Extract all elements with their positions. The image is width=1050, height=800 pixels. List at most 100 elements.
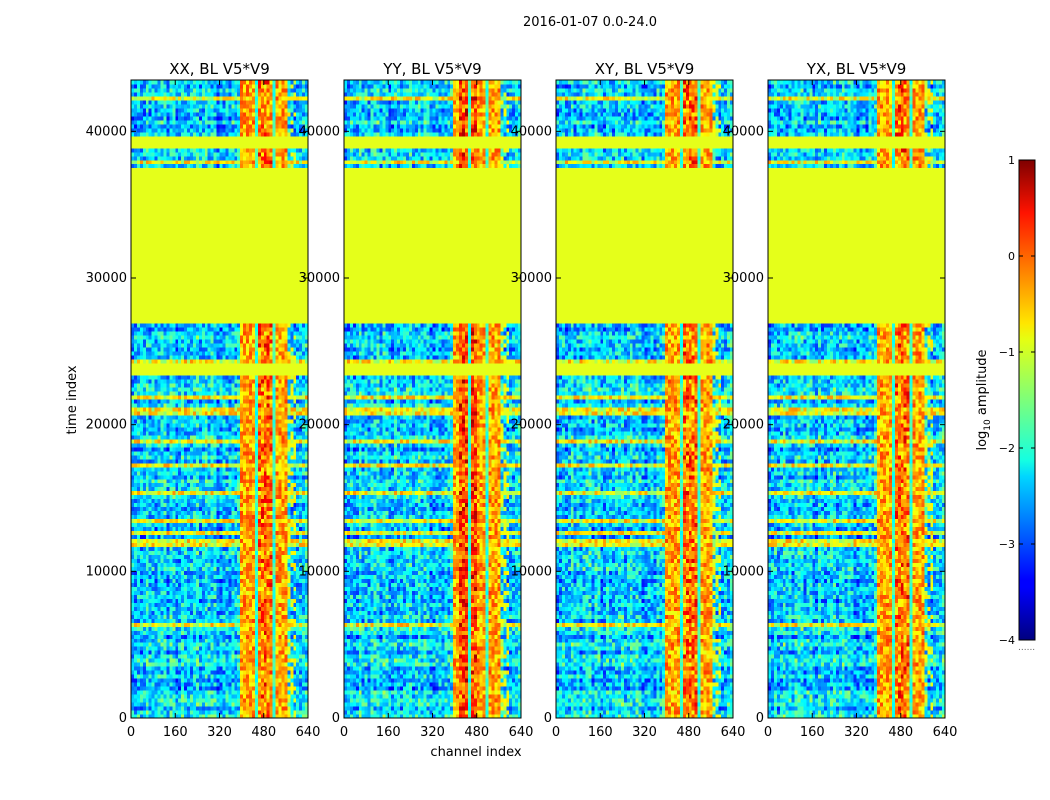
heatmap-cell — [155, 618, 158, 622]
heatmap-cell — [222, 710, 225, 714]
heatmap-cell — [149, 610, 152, 614]
heatmap-cell — [267, 686, 270, 690]
heatmap-cell — [208, 666, 211, 670]
heatmap-cell — [234, 614, 237, 618]
heatmap-cell — [273, 646, 276, 650]
heatmap-cell — [158, 710, 161, 714]
heatmap-cell — [161, 646, 164, 650]
heatmap-cell — [163, 682, 166, 686]
heatmap-cell — [214, 582, 217, 586]
heatmap-cell — [240, 610, 243, 614]
heatmap-cell — [137, 586, 140, 590]
heatmap-cell — [231, 698, 234, 702]
heatmap-cell — [225, 678, 228, 682]
heatmap-cell — [290, 678, 293, 682]
heatmap-cell — [264, 606, 267, 610]
heatmap-cell — [178, 698, 181, 702]
heatmap-cell — [243, 658, 246, 662]
heatmap-cell — [152, 710, 155, 714]
heatmap-cell — [193, 618, 196, 622]
heatmap-cell — [214, 638, 217, 642]
heatmap-cell — [264, 598, 267, 602]
heatmap-cell — [169, 630, 172, 634]
heatmap-cell — [299, 710, 302, 714]
heatmap-cell — [217, 642, 220, 646]
heatmap-cell — [134, 578, 137, 582]
heatmap-cell — [296, 678, 299, 682]
heatmap-cell — [175, 698, 178, 702]
heatmap-cell — [172, 630, 175, 634]
heatmap-cell — [202, 614, 205, 618]
heatmap-cell — [252, 610, 255, 614]
heatmap-cell — [172, 606, 175, 610]
heatmap-cell — [196, 690, 199, 694]
heatmap-cell — [255, 662, 258, 666]
heatmap-cell — [187, 638, 190, 642]
heatmap-cell — [258, 626, 261, 630]
heatmap-cell — [234, 662, 237, 666]
heatmap-cell — [169, 666, 172, 670]
heatmap-cell — [231, 634, 234, 638]
heatmap-cell — [190, 694, 193, 698]
heatmap-cell — [296, 674, 299, 678]
heatmap-cell — [193, 598, 196, 602]
heatmap-cell — [205, 678, 208, 682]
heatmap-cell — [287, 618, 290, 622]
heatmap-cell — [208, 654, 211, 658]
heatmap-cell — [205, 586, 208, 590]
heatmap-cell — [199, 710, 202, 714]
heatmap-cell — [222, 694, 225, 698]
heatmap-cell — [202, 698, 205, 702]
heatmap-cell — [261, 642, 264, 646]
heatmap-cell — [172, 642, 175, 646]
heatmap-cell — [155, 658, 158, 662]
heatmap-cell — [252, 586, 255, 590]
heatmap-cell — [178, 694, 181, 698]
heatmap-cell — [222, 618, 225, 622]
heatmap-cell — [279, 582, 282, 586]
heatmap-cell — [290, 634, 293, 638]
heatmap-cell — [134, 638, 137, 642]
heatmap-cell — [196, 706, 199, 710]
heatmap-cell — [131, 590, 134, 594]
heatmap-cell — [270, 654, 273, 658]
heatmap-cell — [243, 582, 246, 586]
heatmap-cell — [211, 610, 214, 614]
heatmap-cell — [190, 690, 193, 694]
heatmap-cell — [296, 658, 299, 662]
heatmap-cell — [220, 658, 223, 662]
heatmap-cell — [155, 686, 158, 690]
heatmap-cell — [287, 686, 290, 690]
heatmap-cell — [178, 674, 181, 678]
heatmap-cell — [284, 634, 287, 638]
heatmap-cell — [220, 586, 223, 590]
heatmap-cell — [279, 698, 282, 702]
heatmap-cell — [252, 646, 255, 650]
heatmap-cell — [172, 690, 175, 694]
heatmap-cell — [281, 658, 284, 662]
heatmap-cell — [261, 666, 264, 670]
heatmap-cell — [228, 650, 231, 654]
heatmap-cell — [255, 654, 258, 658]
heatmap-cell — [261, 706, 264, 710]
heatmap-cell — [134, 658, 137, 662]
heatmap-cell — [276, 594, 279, 598]
heatmap-cell — [202, 618, 205, 622]
heatmap-cell — [255, 682, 258, 686]
heatmap-cell — [181, 674, 184, 678]
heatmap-cell — [155, 610, 158, 614]
heatmap-cell — [163, 666, 166, 670]
heatmap-cell — [258, 678, 261, 682]
heatmap-cell — [243, 598, 246, 602]
heatmap-cell — [290, 650, 293, 654]
heatmap-cell — [252, 642, 255, 646]
heatmap-cell — [240, 670, 243, 674]
heatmap-cell — [166, 598, 169, 602]
heatmap-cell — [293, 698, 296, 702]
heatmap-cell — [222, 634, 225, 638]
heatmap-cell — [181, 578, 184, 582]
heatmap-cell — [264, 674, 267, 678]
heatmap-cell — [258, 674, 261, 678]
heatmap-cell — [296, 590, 299, 594]
heatmap-cell — [258, 686, 261, 690]
